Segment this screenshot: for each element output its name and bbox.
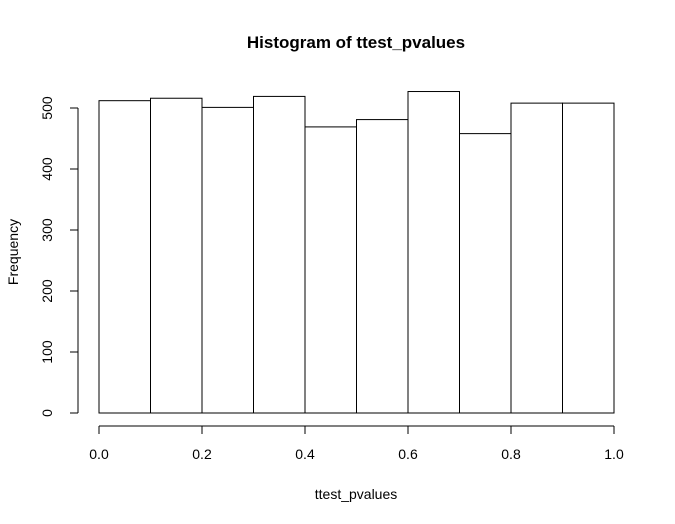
- histogram-bar-9: [562, 102, 615, 414]
- y-axis-label: Frequency: [5, 219, 21, 285]
- x-tick-label-5: 1.0: [604, 446, 624, 462]
- x-axis-label: ttest_pvalues: [315, 486, 398, 502]
- histogram-bar-2: [201, 106, 254, 414]
- y-tick-label-1: 100: [39, 340, 55, 364]
- y-axis: 0 100 200 300 400 500: [39, 96, 79, 417]
- x-tick-label-0: 0.0: [89, 446, 109, 462]
- y-tick-label-2: 200: [39, 279, 55, 303]
- histogram-bar-3: [253, 95, 306, 414]
- histogram-bar-6: [407, 91, 460, 414]
- y-tick-label-3: 300: [39, 218, 55, 242]
- histogram-bar-4: [304, 126, 357, 414]
- x-tick-label-4: 0.8: [501, 446, 521, 462]
- histogram-bar-1: [150, 97, 203, 414]
- bars-group: [98, 91, 615, 414]
- x-tick-label-3: 0.6: [398, 446, 418, 462]
- histogram-bar-0: [98, 100, 151, 414]
- y-tick-label-4: 400: [39, 157, 55, 181]
- chart-title: Histogram of ttest_pvalues: [247, 33, 465, 52]
- y-tick-label-5: 500: [39, 96, 55, 120]
- x-axis: 0.0 0.2 0.4 0.6 0.8 1.0: [89, 425, 624, 462]
- y-tick-label-0: 0: [39, 409, 55, 417]
- x-tick-label-1: 0.2: [192, 446, 212, 462]
- histogram-bar-8: [510, 102, 563, 414]
- x-tick-label-2: 0.4: [295, 446, 315, 462]
- histogram-bar-7: [459, 133, 512, 414]
- histogram-bar-5: [356, 119, 409, 414]
